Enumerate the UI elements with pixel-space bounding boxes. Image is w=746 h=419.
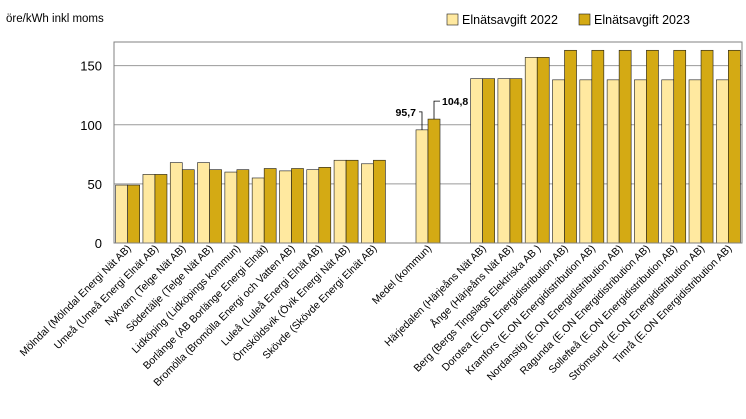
bar-2022 bbox=[415, 129, 429, 244]
data-label: 95,7 bbox=[396, 107, 417, 119]
legend-swatch bbox=[446, 13, 459, 26]
bar-2022 bbox=[524, 57, 538, 244]
bar-2022 bbox=[333, 159, 347, 244]
bar-2023 bbox=[591, 49, 605, 244]
bar-2023 bbox=[673, 49, 687, 244]
bar-2023 bbox=[482, 78, 495, 244]
data-labels: 95,7 104,8 bbox=[396, 96, 468, 130]
bar-2022 bbox=[142, 174, 156, 244]
bar-2023 bbox=[509, 78, 523, 244]
bar-2023 bbox=[291, 168, 304, 244]
bar-2022 bbox=[279, 170, 292, 244]
bar-2023 bbox=[373, 159, 386, 244]
bar-2023 bbox=[536, 57, 550, 244]
bar-2022 bbox=[716, 79, 729, 244]
data-label: 104,8 bbox=[442, 96, 468, 108]
bars bbox=[115, 49, 741, 244]
bar-2023 bbox=[427, 118, 441, 244]
bar-2022 bbox=[169, 162, 183, 244]
legend: Elnätsavgift 2022 Elnätsavgift 2023 bbox=[446, 13, 690, 27]
bar-2023 bbox=[127, 184, 140, 244]
y-tick-label: 50 bbox=[88, 177, 102, 192]
bar-2022 bbox=[115, 184, 128, 244]
bar-2022 bbox=[606, 79, 620, 244]
data-label-leader bbox=[433, 100, 441, 120]
plot-frame bbox=[113, 41, 743, 244]
legend-label: Elnätsavgift 2022 bbox=[462, 13, 558, 27]
legend-swatch bbox=[578, 13, 591, 26]
bar-2023 bbox=[728, 49, 741, 244]
bar-2022 bbox=[552, 79, 565, 244]
bar-2022 bbox=[579, 79, 593, 244]
bar-2023 bbox=[236, 169, 250, 244]
bar-2022 bbox=[224, 171, 238, 244]
data-label-leader bbox=[418, 111, 423, 130]
bar-2023 bbox=[700, 49, 714, 244]
bar-2022 bbox=[251, 177, 265, 244]
legend-label: Elnätsavgift 2023 bbox=[594, 13, 690, 27]
y-tick-label: 150 bbox=[80, 59, 102, 74]
y-axis-label: öre/kWh inkl moms bbox=[6, 13, 104, 25]
bar-2022 bbox=[688, 79, 702, 244]
bar-2023 bbox=[345, 159, 359, 244]
bar-2023 bbox=[154, 174, 168, 244]
bar-2022 bbox=[361, 163, 374, 244]
bar-2022 bbox=[661, 79, 675, 244]
bar-2022 bbox=[470, 78, 483, 244]
bar-2022 bbox=[497, 78, 511, 244]
bar-2022 bbox=[197, 162, 210, 244]
bar-2023 bbox=[209, 169, 222, 244]
bar-2023 bbox=[318, 167, 332, 244]
bar-2023 bbox=[263, 168, 277, 244]
bar-2022 bbox=[306, 169, 320, 244]
y-tick-label: 100 bbox=[80, 118, 102, 133]
bar-2022 bbox=[634, 79, 647, 244]
bar-2023 bbox=[618, 49, 632, 244]
y-tick-label: 0 bbox=[95, 236, 102, 251]
y-tick-labels: 0 50 100 150 bbox=[80, 59, 102, 251]
bar-2023 bbox=[181, 169, 195, 244]
bar-2023 bbox=[646, 49, 659, 244]
bar-2023 bbox=[564, 49, 577, 244]
